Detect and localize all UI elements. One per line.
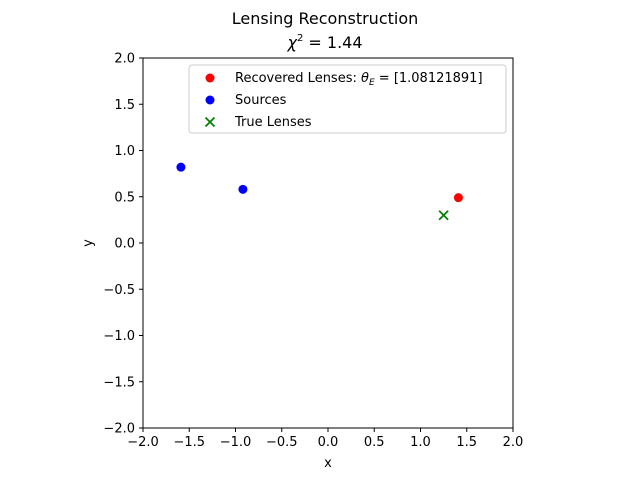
chart-title-group: Lensing Reconstruction χ2 = 1.44 xyxy=(232,9,419,52)
x-axis-label: x xyxy=(324,456,332,471)
legend-theta-subscript: E xyxy=(369,78,375,88)
x-tick-label: 1.0 xyxy=(410,435,431,450)
y-tick-label: 1.0 xyxy=(114,144,135,159)
chart-title: Lensing Reconstruction xyxy=(232,9,419,28)
legend-theta: θ xyxy=(361,71,369,86)
x-tick-label: −0.5 xyxy=(266,435,298,450)
x-tick-label: −1.0 xyxy=(220,435,252,450)
legend: Recovered Lenses: θE = [1.08121891] Sour… xyxy=(188,64,507,134)
x-tick-label: 2.0 xyxy=(503,435,524,450)
y-tick-label: 0.5 xyxy=(114,190,135,205)
legend-label-recovered-lenses: Recovered Lenses: θE = [1.08121891] xyxy=(235,71,483,88)
data-points xyxy=(176,162,463,221)
x-tick-label: 0.5 xyxy=(364,435,385,450)
recovered-lenses-point xyxy=(453,193,463,203)
x-tick-label: −1.5 xyxy=(173,435,205,450)
chi-symbol: χ xyxy=(286,33,297,52)
y-axis-ticks: −2.0 −1.5 −1.0 −0.5 0.0 0.5 1.0 1.5 2.0 xyxy=(103,52,143,437)
chi-value: = 1.44 xyxy=(303,33,362,52)
legend-recovered-prefix: Recovered Lenses: xyxy=(235,71,361,86)
y-tick-label: −1.0 xyxy=(103,329,135,344)
x-tick-label: 0.0 xyxy=(318,435,339,450)
y-tick-label: 1.5 xyxy=(114,98,135,113)
legend-marker-true-lenses xyxy=(204,116,216,128)
y-tick-label: 2.0 xyxy=(114,52,135,67)
legend-box xyxy=(188,64,507,134)
chi-superscript: 2 xyxy=(297,33,303,44)
legend-marker-recovered-lenses xyxy=(205,73,215,83)
legend-marker-sources xyxy=(205,95,215,105)
y-tick-label: 0.0 xyxy=(114,237,135,252)
y-tick-label: −2.0 xyxy=(103,422,135,437)
chart-subtitle: χ2 = 1.44 xyxy=(286,33,362,52)
x-axis-ticks: −2.0 −1.5 −1.0 −0.5 0.0 0.5 1.0 1.5 2.0 xyxy=(127,428,523,450)
legend-label-sources: Sources xyxy=(235,93,287,108)
true-lenses-point xyxy=(438,210,449,221)
y-tick-label: −1.5 xyxy=(103,375,135,390)
sources-point xyxy=(238,184,248,194)
x-tick-label: 1.5 xyxy=(456,435,477,450)
y-tick-label: −0.5 xyxy=(103,283,135,298)
sources-point xyxy=(176,162,186,172)
legend-recovered-suffix: = [1.08121891] xyxy=(375,71,483,86)
y-axis-label: y xyxy=(81,239,96,247)
x-tick-label: −2.0 xyxy=(127,435,159,450)
true-lenses-point-stroke xyxy=(438,210,449,221)
legend-label-true-lenses: True Lenses xyxy=(234,115,312,130)
